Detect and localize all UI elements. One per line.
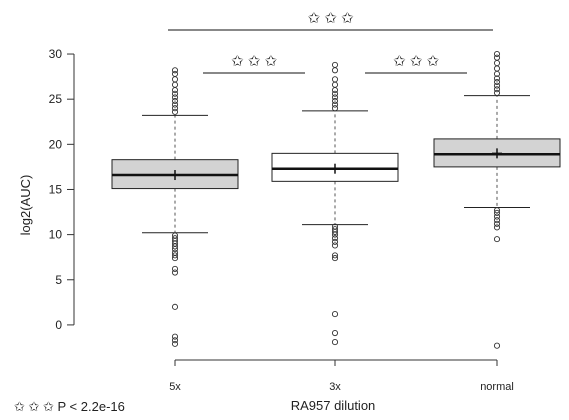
outlier-point — [171, 90, 179, 97]
outlier-point — [493, 65, 501, 72]
significance-footnote: ✩ ✩ ✩ P < 2.2e-16 — [14, 399, 125, 414]
outlier-point — [493, 60, 501, 67]
y-tick-label: 10 — [49, 228, 63, 242]
outlier-point — [493, 220, 501, 227]
outlier-point — [493, 89, 501, 96]
outlier-point — [493, 207, 501, 214]
outlier-point — [331, 61, 339, 68]
y-tick-label: 15 — [49, 182, 63, 196]
significance-label: ✩ ✩ ✩ — [393, 53, 439, 70]
outlier-point — [331, 238, 339, 245]
outlier-point — [171, 252, 179, 259]
outlier-point — [331, 252, 339, 259]
y-axis-title: log2(AUC) — [18, 175, 33, 236]
axes-layer: 0 5 10 15 20 25 30 5x 3x normal — [49, 47, 514, 393]
outlier-point — [171, 81, 179, 88]
outlier-point — [493, 82, 501, 89]
outlier-point — [493, 50, 501, 58]
outlier-point — [331, 255, 339, 262]
outlier-point — [171, 87, 179, 94]
outlier-point — [171, 303, 179, 310]
x-tick-label: 3x — [329, 381, 341, 393]
outlier-point — [493, 78, 501, 86]
outlier-point — [493, 75, 501, 82]
outlier-point — [331, 105, 339, 112]
outlier-point — [171, 337, 179, 344]
outlier-point — [171, 101, 179, 108]
outlier-point — [331, 67, 339, 74]
outlier-point — [171, 105, 179, 112]
outlier-point — [171, 255, 179, 262]
significance-label: ✩ ✩ ✩ — [307, 10, 353, 27]
outlier-point — [493, 86, 501, 93]
boxes-layer — [111, 50, 561, 349]
outlier-point — [331, 101, 339, 108]
outlier-point — [171, 269, 179, 276]
box-group-5x — [111, 67, 239, 347]
outlier-point — [171, 94, 179, 101]
outlier-point — [331, 90, 339, 97]
outlier-point — [493, 224, 501, 231]
outlier-point — [331, 97, 339, 105]
outlier-point — [331, 228, 339, 235]
outlier-point — [331, 81, 339, 88]
outlier-point — [331, 329, 339, 337]
outlier-point — [171, 67, 179, 74]
outlier-point — [331, 94, 339, 101]
outlier-point — [171, 265, 179, 272]
x-tick-label: 5x — [169, 381, 181, 393]
outlier-point — [171, 340, 179, 347]
outlier-point — [331, 235, 339, 242]
outlier-point — [171, 76, 179, 83]
box-group-3x — [271, 61, 399, 346]
significance-label: ✩ ✩ ✩ — [231, 53, 277, 70]
outlier-point — [493, 342, 501, 349]
significance-layer: ✩ ✩ ✩ ✩ ✩ ✩ ✩ ✩ ✩ — [168, 10, 493, 74]
y-tick-label: 25 — [49, 92, 63, 106]
outlier-point — [331, 311, 339, 318]
outlier-point — [493, 209, 501, 216]
outlier-point — [493, 217, 501, 224]
x-tick-label: normal — [480, 381, 514, 393]
outlier-point — [493, 213, 501, 220]
outlier-point — [331, 339, 339, 346]
outlier-point — [331, 231, 339, 238]
outlier-point — [331, 87, 339, 94]
outlier-point — [171, 243, 179, 250]
y-tick-label: 5 — [55, 273, 62, 287]
outlier-point — [171, 97, 179, 105]
outlier-point — [171, 70, 179, 77]
x-axis-title: RA957 dilution — [291, 398, 376, 413]
outlier-point — [493, 54, 501, 61]
outlier-point — [331, 76, 339, 83]
y-tick-label: 20 — [49, 137, 63, 151]
y-tick-label: 30 — [49, 47, 63, 61]
outlier-point — [331, 242, 339, 249]
outlier-point — [171, 108, 179, 115]
outlier-point — [171, 246, 179, 253]
outlier-point — [171, 333, 179, 340]
y-tick-label: 0 — [55, 318, 62, 332]
box-group-normal — [433, 50, 561, 349]
outlier-point — [493, 236, 501, 243]
